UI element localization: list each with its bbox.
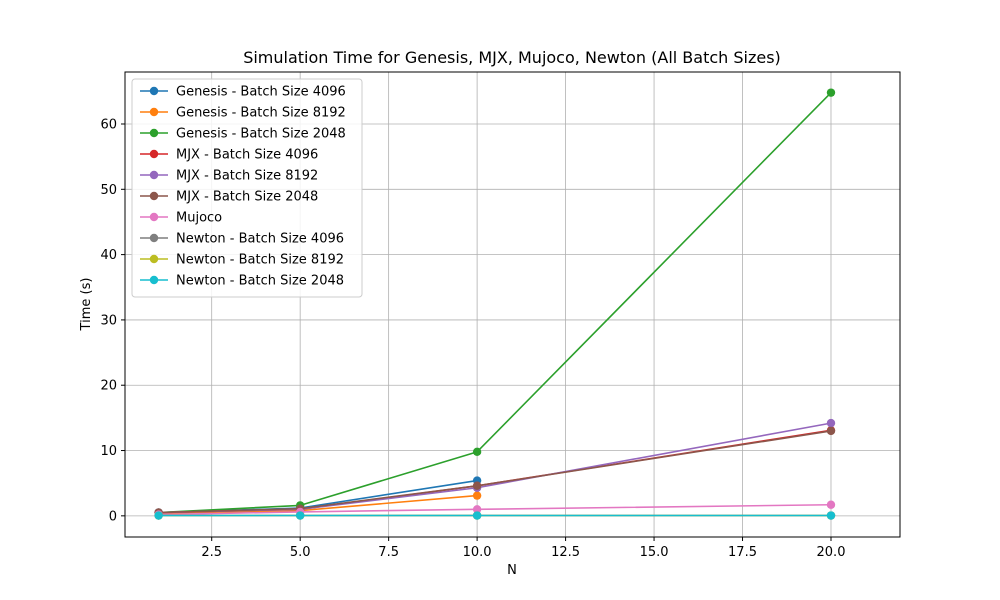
y-tick-label: 30 [100,313,117,328]
x-tick-label: 17.5 [728,545,757,560]
y-tick-label: 20 [100,379,117,394]
legend-entry: Genesis - Batch Size 2048 [140,127,346,142]
series-10 [154,511,836,520]
legend-marker [149,86,159,96]
legend-entry: Genesis - Batch Size 4096 [140,85,346,100]
x-tick-label: 7.5 [378,545,399,560]
legend-label: Mujoco [176,211,222,226]
data-point [826,418,836,428]
x-tick-label: 5.0 [290,545,311,560]
y-tick-label: 10 [100,444,117,459]
data-point [826,426,836,436]
legend-entry: MJX - Batch Size 4096 [140,148,318,163]
data-point [472,447,482,457]
y-tick-label: 40 [100,248,117,263]
data-point [472,491,482,500]
legend-marker [149,170,159,180]
x-axis-ticks: 2.5 5.0 7.5 10.0 12.5 15.0 17.5 20.0 [201,537,845,560]
legend-entry: Genesis - Batch Size 8192 [140,106,346,121]
legend-label: MJX - Batch Size 8192 [176,169,318,184]
legend-marker [149,128,159,138]
legend-marker [149,191,159,201]
data-point [154,511,163,520]
plot-area: 2.5 5.0 7.5 10.0 12.5 15.0 17.5 20.0 0 10 20 30 40 5… [100,71,901,560]
legend-marker [149,212,159,222]
data-point [472,505,482,514]
legend-marker [149,107,159,117]
y-tick-label: 50 [100,183,117,198]
legend-label: Newton - Batch Size 2048 [176,274,344,289]
y-tick-label: 0 [109,509,117,524]
x-tick-label: 20.0 [817,545,846,560]
x-tick-label: 12.5 [551,545,580,560]
series-6 [154,426,836,517]
x-axis-label: N [507,563,517,578]
data-point [826,88,836,97]
legend-label: Genesis - Batch Size 8192 [176,106,346,121]
legend-marker [149,275,159,285]
chart-title: Simulation Time for Genesis, MJX, Mujoco… [243,48,781,67]
legend-label: Genesis - Batch Size 4096 [176,85,346,100]
data-point [472,481,482,490]
y-axis-ticks: 0 10 20 30 40 50 60 [100,117,125,524]
legend-entry: Mujoco [140,211,222,226]
y-axis-label: Time (s) [79,278,94,332]
legend-entry: MJX - Batch Size 2048 [140,190,318,205]
x-tick-label: 15.0 [640,545,669,560]
data-point [472,511,482,520]
legend-label: Newton - Batch Size 4096 [176,232,344,247]
legend-box [131,78,363,298]
data-point [295,511,305,520]
legend-entry: Newton - Batch Size 2048 [140,274,344,289]
legend-marker [149,254,159,264]
series-line [158,92,832,514]
series-layer [154,88,836,520]
legend-label: Genesis - Batch Size 2048 [176,127,346,142]
y-tick-label: 60 [100,117,117,132]
series-line [158,430,832,514]
legend-entry: Newton - Batch Size 8192 [140,253,344,268]
x-tick-label: 10.0 [463,545,492,560]
legend-entry: Newton - Batch Size 4096 [140,232,344,247]
legend-label: MJX - Batch Size 4096 [176,148,318,163]
plot-frame [124,71,901,538]
legend-entry: MJX - Batch Size 8192 [140,169,318,184]
x-tick-label: 2.5 [201,545,222,560]
legend-marker [149,149,159,159]
legend-label: Newton - Batch Size 8192 [176,253,344,268]
series-line [158,503,832,516]
legend-label: MJX - Batch Size 2048 [176,190,318,205]
legend: Genesis - Batch Size 4096 Genesis - Batch… [131,78,363,298]
data-point [826,500,836,509]
legend-marker [149,233,159,243]
data-point [826,511,836,520]
